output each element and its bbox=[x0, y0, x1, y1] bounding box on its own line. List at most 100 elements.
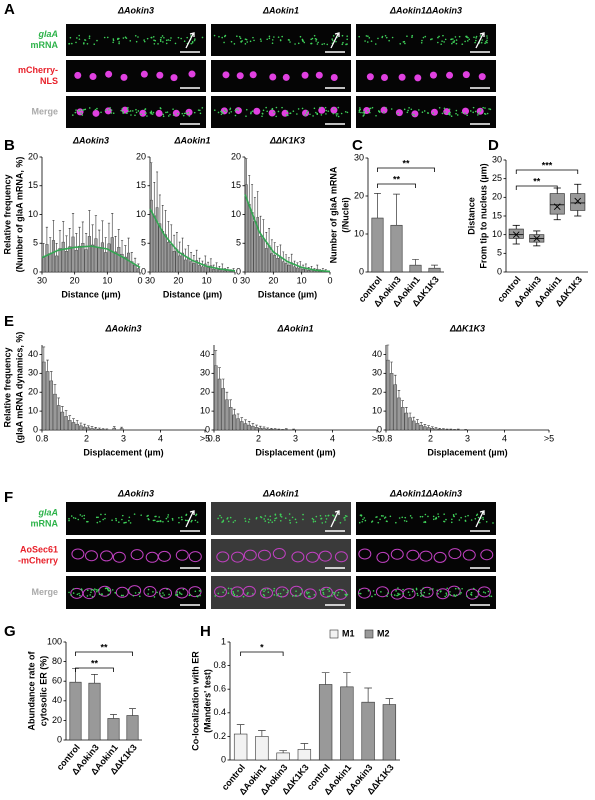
mrna-dot bbox=[482, 518, 485, 521]
mrna-dot bbox=[229, 108, 231, 111]
bar bbox=[86, 427, 91, 431]
mrna-dot bbox=[260, 516, 263, 519]
mrna-dot bbox=[407, 591, 410, 593]
bar bbox=[214, 365, 218, 431]
mrna-dot bbox=[362, 111, 364, 114]
mrna-dot bbox=[144, 112, 147, 114]
mrna-dot bbox=[280, 516, 283, 518]
bar bbox=[184, 259, 187, 273]
mrna-dot bbox=[108, 108, 110, 111]
mrna-dot bbox=[432, 518, 435, 521]
mrna-dot bbox=[247, 521, 250, 523]
x-axis-label: Distance (µm) bbox=[163, 289, 222, 299]
error-bar bbox=[101, 220, 104, 243]
mrna-dot bbox=[464, 40, 466, 43]
mrna-dot bbox=[380, 514, 383, 517]
mrna-dot bbox=[384, 34, 387, 37]
bar bbox=[267, 245, 271, 273]
mrna-dot bbox=[162, 520, 164, 523]
mrna-dot bbox=[332, 39, 334, 42]
bar bbox=[110, 237, 114, 273]
er-outline bbox=[84, 550, 98, 562]
mrna-dot bbox=[161, 35, 164, 37]
error-bar bbox=[214, 350, 218, 366]
bar bbox=[250, 211, 254, 273]
mrna-dot bbox=[178, 516, 180, 519]
mrna-dot bbox=[159, 38, 162, 41]
micrograph bbox=[211, 502, 351, 535]
mrna-dot bbox=[68, 517, 70, 520]
bar bbox=[42, 257, 46, 273]
bar bbox=[270, 253, 274, 273]
mrna-dot bbox=[315, 40, 317, 42]
mrna-dot bbox=[411, 36, 413, 38]
significance-bracket bbox=[515, 169, 579, 174]
mrna-dot bbox=[279, 515, 282, 517]
mrna-dot bbox=[167, 520, 170, 523]
error-bar bbox=[279, 750, 287, 753]
bar bbox=[255, 736, 269, 761]
mrna-dot bbox=[341, 43, 344, 46]
mrna-dot bbox=[457, 587, 460, 590]
trend-line bbox=[41, 245, 141, 269]
mrna-dot bbox=[261, 115, 263, 118]
mrna-dot bbox=[201, 107, 204, 109]
trend-line bbox=[149, 208, 236, 272]
error-bar bbox=[111, 213, 114, 238]
error-bar bbox=[68, 228, 71, 247]
mrna-dot bbox=[359, 107, 361, 109]
mrna-dot bbox=[121, 107, 124, 110]
mrna-dot bbox=[448, 112, 451, 114]
error-bar bbox=[150, 162, 153, 201]
micrograph bbox=[66, 539, 206, 572]
nucleus bbox=[411, 110, 419, 118]
y-tick-label: 0 bbox=[33, 424, 38, 434]
error-bar bbox=[300, 743, 309, 750]
micrograph bbox=[356, 24, 496, 56]
bar bbox=[284, 429, 288, 431]
mrna-dot bbox=[82, 42, 85, 45]
mrna-dot bbox=[286, 110, 289, 112]
mrna-dot bbox=[78, 38, 81, 40]
mrna-dot bbox=[112, 39, 115, 42]
mrna-dot bbox=[472, 111, 474, 114]
mrna-dot bbox=[126, 112, 128, 114]
mrna-dot bbox=[327, 514, 330, 517]
mrna-dot bbox=[358, 35, 360, 38]
bar bbox=[423, 426, 427, 431]
micrograph bbox=[66, 502, 206, 535]
mrna-dot bbox=[260, 40, 262, 42]
row-label: AoSec61 bbox=[20, 544, 58, 554]
mrna-dot bbox=[366, 41, 369, 43]
mrna-dot bbox=[171, 517, 174, 520]
row-label: mRNA bbox=[30, 40, 58, 50]
mrna-dot bbox=[72, 588, 75, 590]
er-outline bbox=[242, 585, 256, 597]
mrna-dot bbox=[413, 114, 415, 116]
er-outline bbox=[303, 588, 317, 600]
x-tick-label: 0.8 bbox=[36, 433, 49, 443]
significance-bracket bbox=[75, 667, 114, 672]
mrna-dot bbox=[162, 592, 164, 594]
mrna-dot bbox=[194, 38, 196, 40]
mrna-dot bbox=[345, 43, 347, 46]
mrna-dot bbox=[327, 588, 329, 591]
mrna-dot bbox=[375, 114, 377, 117]
nucleus bbox=[222, 71, 230, 79]
mrna-dot bbox=[128, 516, 131, 519]
nucleus bbox=[446, 71, 454, 79]
mrna-dot bbox=[163, 36, 165, 39]
mrna-dot bbox=[147, 593, 149, 595]
error-bar bbox=[87, 425, 90, 428]
mrna-dot bbox=[83, 108, 85, 111]
error-bar bbox=[114, 236, 117, 252]
mrna-dot bbox=[326, 43, 329, 46]
mrna-dot bbox=[70, 515, 73, 517]
mrna-dot bbox=[333, 592, 336, 594]
mrna-dot bbox=[464, 515, 467, 518]
error-bar bbox=[161, 205, 164, 232]
mrna-dot bbox=[458, 519, 461, 521]
bar bbox=[437, 429, 442, 431]
error-bar bbox=[91, 224, 94, 245]
mrna-dot bbox=[313, 107, 316, 110]
